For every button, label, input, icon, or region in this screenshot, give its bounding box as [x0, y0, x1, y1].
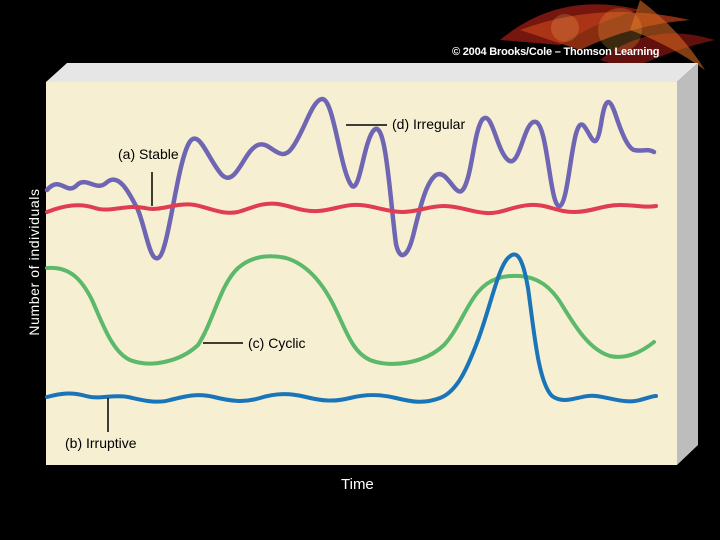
- x-axis-label: Time: [341, 476, 374, 493]
- irregular-label: (d) Irregular: [392, 116, 466, 132]
- stable-curve: [45, 201, 658, 216]
- cyclic-label: (c) Cyclic: [248, 335, 306, 351]
- panel-front-face: [46, 82, 677, 465]
- panel-top-face: [46, 63, 698, 82]
- irregular-curve: [44, 96, 657, 261]
- panel-side-face: [677, 63, 698, 465]
- cyclic-curve: [45, 254, 656, 366]
- copyright-text: © 2004 Brooks/Cole – Thomson Learning: [452, 46, 660, 58]
- irruptive-curve: [45, 252, 658, 404]
- irruptive-label: (b) Irruptive: [65, 435, 137, 451]
- stable-label: (a) Stable: [118, 146, 179, 162]
- y-axis-label: Number of individuals: [26, 188, 42, 336]
- fireworks-decoration: [500, 0, 715, 70]
